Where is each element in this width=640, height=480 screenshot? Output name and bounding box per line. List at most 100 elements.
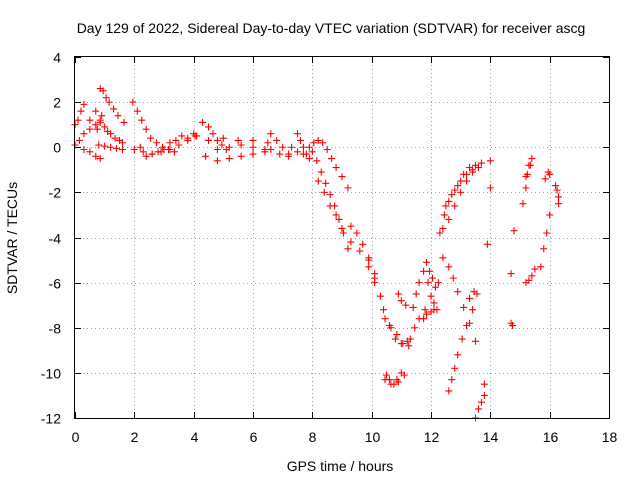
data-point — [101, 123, 109, 131]
data-point — [96, 118, 104, 126]
data-point — [423, 258, 431, 266]
plot-frame — [74, 56, 610, 419]
data-point — [442, 202, 450, 210]
data-point — [133, 107, 141, 115]
data-point — [472, 337, 479, 345]
series-arc-21 — [308, 148, 352, 253]
data-point — [114, 112, 122, 120]
data-point — [118, 139, 126, 147]
data-point — [463, 177, 471, 185]
data-point — [142, 125, 150, 133]
series-arc-08 — [129, 98, 178, 156]
data-point — [477, 398, 485, 406]
y-tick-label: -6 — [49, 276, 62, 292]
data-point — [483, 240, 491, 248]
data-point — [175, 141, 183, 149]
series-arc-50 — [537, 211, 554, 271]
data-point — [314, 177, 322, 185]
series-arc-32 — [420, 306, 438, 323]
data-point — [409, 303, 417, 311]
series-arc-52 — [552, 182, 563, 208]
y-axis-label: SDTVAR / TECUs — [4, 182, 20, 294]
data-point — [213, 136, 221, 144]
data-point — [249, 150, 257, 158]
series-arc-47 — [519, 161, 534, 208]
x-tick-label: 8 — [309, 429, 317, 445]
data-point — [107, 130, 115, 138]
data-point — [525, 276, 533, 284]
data-point — [319, 139, 327, 147]
data-point — [308, 148, 316, 156]
chart-title: Day 129 of 2022, Sidereal Day-to-day VTE… — [77, 20, 586, 36]
series-arc-13 — [202, 148, 269, 165]
data-point — [454, 288, 462, 296]
data-point — [225, 143, 233, 151]
y-tick-label: 4 — [53, 50, 61, 66]
data-point — [436, 229, 444, 237]
data-point — [439, 254, 447, 262]
data-point — [111, 134, 119, 142]
series-arc-25 — [380, 306, 411, 348]
data-point — [80, 100, 88, 108]
x-axis-label: GPS time / hours — [287, 458, 394, 474]
data-point — [170, 148, 178, 156]
data-point — [218, 141, 226, 149]
series-arc-41 — [466, 288, 478, 302]
data-point — [423, 310, 431, 318]
series-arc-17 — [267, 146, 293, 160]
data-point — [323, 146, 331, 154]
data-point — [237, 141, 245, 149]
data-point — [320, 188, 328, 196]
series-arc-51 — [541, 168, 554, 183]
series-arc-28 — [381, 369, 405, 388]
data-point — [421, 306, 429, 314]
series-arc-15 — [213, 141, 269, 154]
x-tick-label: 6 — [250, 429, 258, 445]
series-arc-29 — [394, 290, 410, 309]
data-point — [399, 340, 407, 348]
series-arc-49 — [522, 265, 539, 287]
data-point — [92, 107, 100, 115]
series-arc-42 — [480, 184, 494, 388]
data-point — [420, 267, 428, 275]
data-point — [138, 116, 146, 124]
data-point — [288, 143, 296, 151]
data-point — [154, 148, 162, 156]
data-point — [365, 263, 373, 271]
y-tick-label: 2 — [53, 95, 61, 111]
data-point — [219, 134, 227, 142]
data-point — [92, 152, 100, 160]
data-point — [440, 211, 448, 219]
data-point — [139, 148, 147, 156]
series-arc-18 — [294, 130, 313, 163]
data-point — [469, 168, 477, 176]
data-point — [387, 324, 395, 332]
data-point — [383, 371, 390, 379]
data-point — [433, 306, 441, 314]
series-arc-44 — [507, 319, 517, 329]
data-point — [273, 136, 281, 144]
data-point — [466, 164, 474, 172]
data-point — [531, 265, 539, 273]
data-point — [305, 143, 313, 151]
data-point — [359, 240, 367, 248]
data-point — [344, 245, 352, 253]
data-point — [480, 380, 488, 388]
x-tick-label: 4 — [191, 429, 199, 445]
data-point — [353, 229, 361, 237]
data-point — [99, 87, 107, 95]
x-tick-label: 10 — [365, 429, 381, 445]
data-point — [234, 136, 242, 144]
data-point — [202, 152, 210, 160]
data-point — [411, 324, 419, 332]
series-arc-16 — [267, 130, 293, 158]
data-point — [451, 364, 459, 372]
data-point — [93, 125, 101, 133]
data-point — [213, 157, 221, 165]
data-point — [397, 369, 405, 377]
x-tick-label: 12 — [424, 429, 440, 445]
data-point — [426, 267, 434, 275]
data-point — [317, 168, 325, 176]
data-point — [474, 405, 482, 413]
